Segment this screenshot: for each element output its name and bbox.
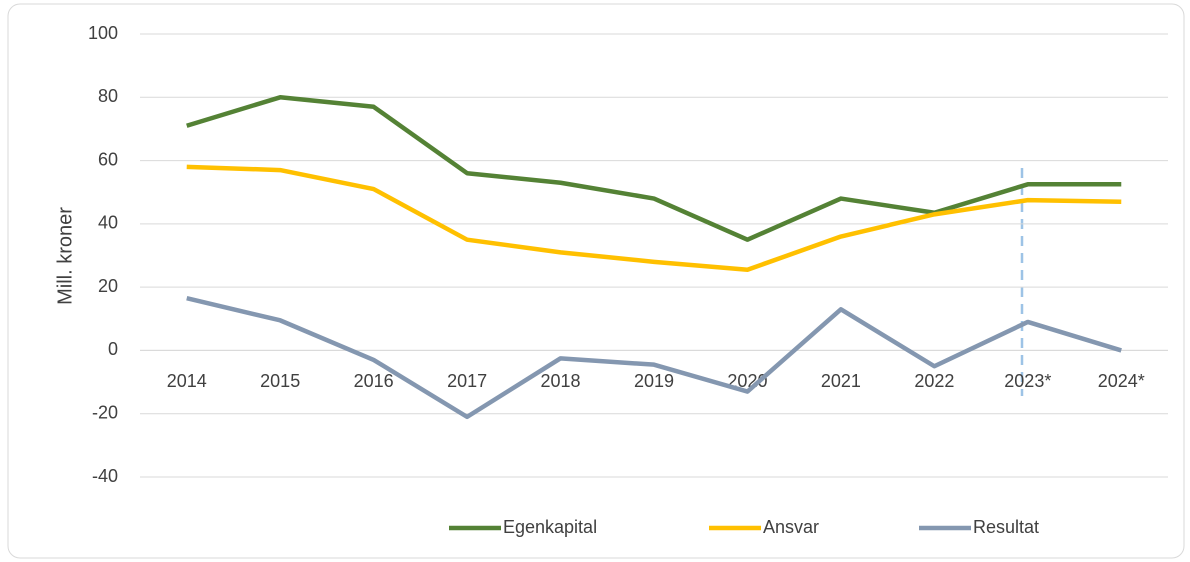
- x-tick-label: 2021: [821, 371, 861, 391]
- series-line: [186, 164, 1122, 272]
- x-tick-label: 2019: [634, 371, 674, 391]
- x-tick-label: 2016: [354, 371, 394, 391]
- y-tick-label: 20: [98, 276, 118, 296]
- y-tick-label: 0: [108, 339, 118, 359]
- x-tick-label: 2022: [914, 371, 954, 391]
- x-tick-label: 2015: [260, 371, 300, 391]
- x-tick-label: 2024*: [1098, 371, 1145, 391]
- y-tick-label: -20: [92, 402, 118, 422]
- y-tick-label: 100: [88, 23, 118, 43]
- legend-label: Egenkapital: [503, 517, 597, 537]
- x-tick-label: 2018: [541, 371, 581, 391]
- legend-label: Resultat: [973, 517, 1039, 537]
- chart-frame: [7, 3, 1185, 559]
- x-tick-label: 2014: [167, 371, 207, 391]
- y-tick-label: 60: [98, 149, 118, 169]
- series-line: [186, 296, 1122, 420]
- y-tick-label: -40: [92, 466, 118, 486]
- x-tick-label: 2017: [447, 371, 487, 391]
- y-tick-label: 40: [98, 213, 118, 233]
- y-tick-label: 80: [98, 86, 118, 106]
- y-axis-label: Mill. kroner: [54, 207, 76, 305]
- series-line: [186, 95, 1122, 242]
- x-tick-label: 2020: [727, 371, 767, 391]
- legend-label: Ansvar: [763, 517, 819, 537]
- x-tick-label: 2023*: [1004, 371, 1051, 391]
